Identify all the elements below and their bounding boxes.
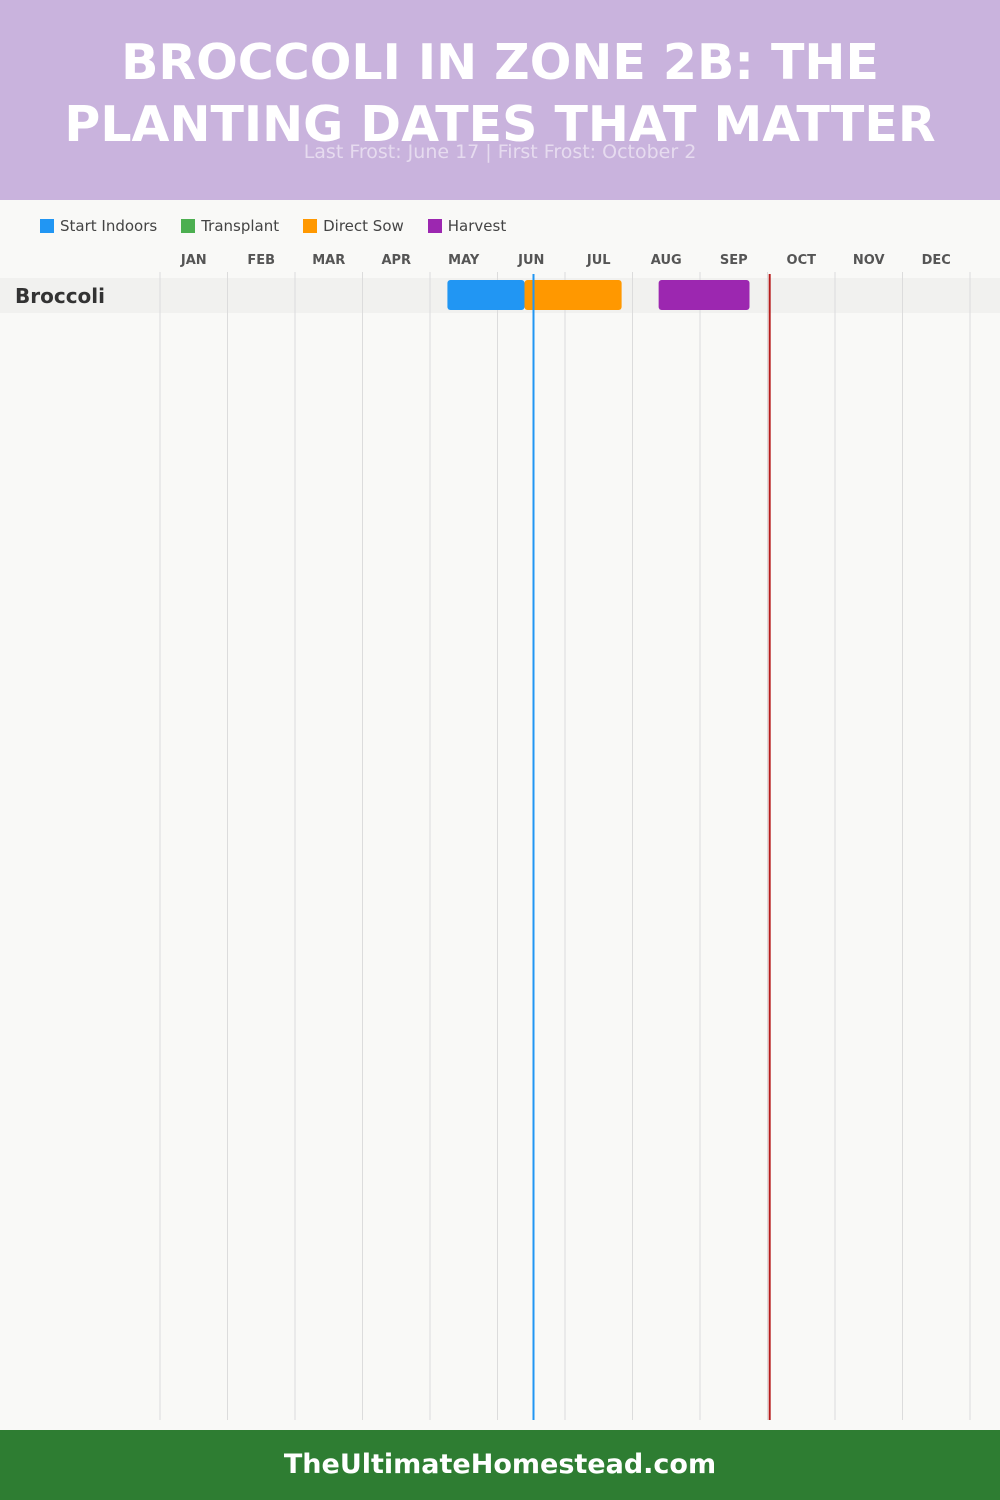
page-title: BROCCOLI IN ZONE 2B: THE PLANTING DATES … <box>64 34 936 153</box>
legend-label-harvest: Harvest <box>447 217 507 235</box>
legend-item-start-indoors: Start Indoors <box>40 217 157 235</box>
month-label-apr: APR <box>381 253 411 268</box>
month-label-feb: FEB <box>247 253 275 268</box>
month-label-aug: AUG <box>651 253 682 268</box>
header-banner: BROCCOLI IN ZONE 2B: THE PLANTING DATES … <box>0 0 1000 200</box>
legend-swatch-direct-sow <box>303 219 318 233</box>
crop-label: Broccoli <box>15 284 105 308</box>
chart-legend: Start Indoors Transplant Direct Sow Harv… <box>40 214 530 238</box>
month-label-mar: MAR <box>312 253 345 268</box>
legend-label-start-indoors: Start Indoors <box>60 217 158 235</box>
bar-direct-sow <box>524 280 622 310</box>
bar-harvest <box>658 280 750 310</box>
month-label-jun: JUN <box>517 253 544 268</box>
footer-banner: TheUltimateHomestead.com <box>0 1430 1000 1500</box>
month-label-jul: JUL <box>586 253 611 268</box>
legend-swatch-transplant <box>181 219 196 233</box>
month-label-dec: DEC <box>922 253 951 268</box>
month-label-oct: OCT <box>787 253 817 268</box>
month-label-jan: JAN <box>180 253 207 268</box>
legend-item-transplant: Transplant <box>181 217 279 235</box>
month-label-may: MAY <box>448 253 480 268</box>
legend-label-direct-sow: Direct Sow <box>323 217 404 235</box>
legend-label-transplant: Transplant <box>201 217 280 235</box>
legend-item-harvest: Harvest <box>427 217 507 235</box>
planting-calendar-chart: JAN FEB MAR APR MAY JUN JUL AUG SEP OCT NOV DEC Broc… <box>0 253 1000 1420</box>
month-label-nov: NOV <box>853 253 885 268</box>
legend-swatch-harvest <box>427 219 442 233</box>
legend-item-direct-sow: Direct Sow <box>303 217 404 235</box>
legend-swatch-start-indoors <box>40 219 54 233</box>
bar-start-indoors <box>447 280 525 310</box>
month-label-sep: SEP <box>720 253 748 268</box>
frost-dates-subtitle: Last Frost: June 17 | First Frost: Octob… <box>303 141 697 163</box>
footer-site-name: TheUltimateHomestead.com <box>283 1449 717 1480</box>
